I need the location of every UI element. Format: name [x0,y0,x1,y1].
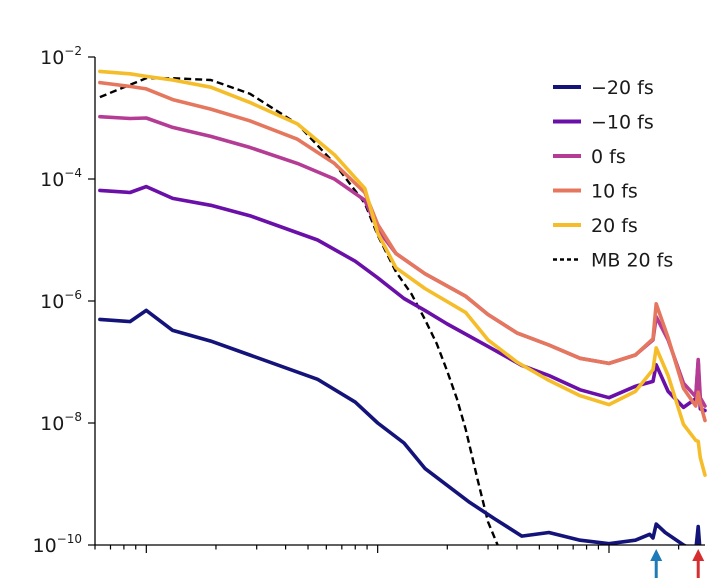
y-tick-label: 10−4 [40,166,82,191]
red-arrow [692,549,705,578]
legend-label: 0 fs [591,146,626,168]
legend-label: 10 fs [591,181,638,203]
arrows [650,549,705,578]
series-line-4 [98,69,707,477]
blue-arrow [650,549,663,578]
series-line-1 [98,184,707,413]
plot-area [98,69,707,545]
series-line-5 [99,77,499,545]
legend-label: MB 20 fs [591,250,673,272]
legend-label: 20 fs [591,215,638,237]
legend-label: −20 fs [591,77,654,99]
series-line-3 [98,80,707,423]
y-tick-label: 10−8 [40,410,82,435]
legend: −20 fs −10 fs 0 fs 10 fs 20 fs MB 20 fs [553,77,673,272]
y-tick-label: 10−10 [32,532,82,557]
series-line-0 [98,308,702,545]
y-tick-label: 10−6 [40,288,82,313]
x-ticks [94,545,680,553]
legend-label: −10 fs [591,112,654,134]
y-ticks: 10−10 10−8 10−6 10−4 10−2 [32,44,95,557]
y-tick-label: 10−2 [40,44,82,69]
